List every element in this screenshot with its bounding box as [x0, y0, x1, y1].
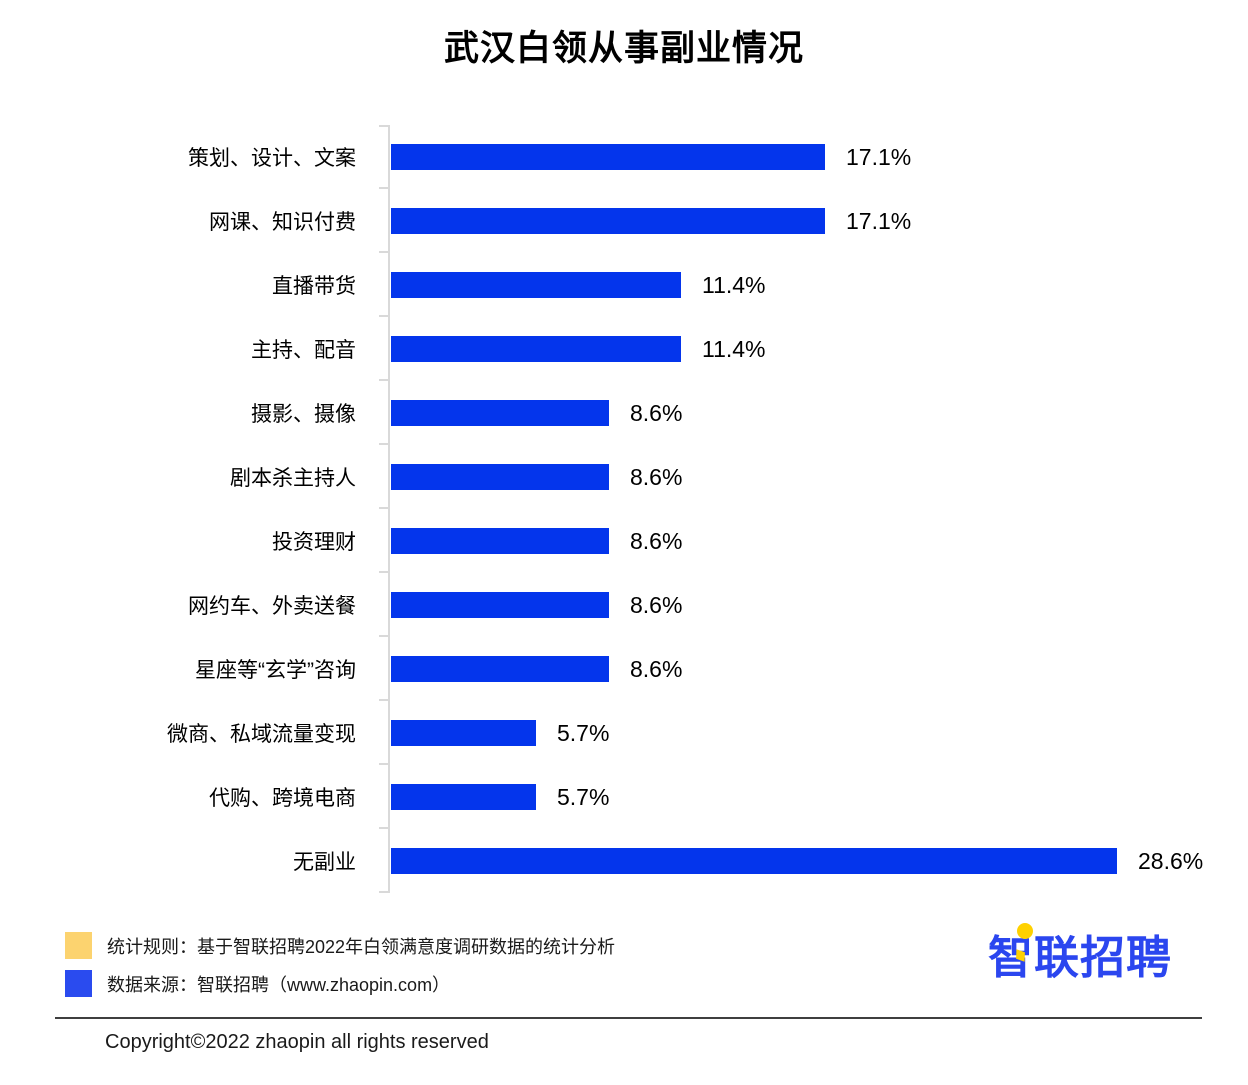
bar-chart: 策划、设计、文案 17.1% 网课、知识付费 17.1% 直播带货 11.4% 主持、配音 1…	[0, 125, 1248, 893]
bar	[391, 464, 609, 490]
value-label: 17.1%	[846, 143, 912, 170]
category-label: 摄影、摄像	[251, 403, 356, 426]
y-axis-line	[379, 125, 390, 893]
category-label: 主持、配音	[251, 339, 356, 362]
category-label: 微商、私域流量变现	[167, 723, 356, 746]
value-label: 5.7%	[557, 783, 610, 810]
category-label: 代购、跨境电商	[209, 787, 356, 810]
bar	[391, 848, 1117, 874]
value-label: 8.6%	[630, 527, 683, 554]
axis-tick	[379, 315, 388, 317]
legend: 统计规则：基于智联招聘2022年白领满意度调研数据的统计分析 数据来源：智联招聘（…	[65, 932, 615, 997]
value-label: 8.6%	[630, 655, 683, 682]
legend-label: 数据来源：智联招聘（www.zhaopin.com）	[107, 974, 451, 995]
axis-tick	[379, 699, 388, 701]
chart-row: 策划、设计、文案 17.1%	[0, 125, 1248, 189]
axis-tick	[379, 827, 388, 829]
chart-row: 投资理财 8.6%	[0, 509, 1248, 573]
axis-tick	[379, 635, 388, 637]
axis-tick	[379, 251, 388, 253]
value-label: 11.4%	[702, 335, 766, 362]
value-label: 28.6%	[1138, 847, 1204, 874]
chart-row: 微商、私域流量变现 5.7%	[0, 701, 1248, 765]
footer-divider	[55, 1017, 1202, 1019]
chart-row: 直播带货 11.4%	[0, 253, 1248, 317]
legend-item: 统计规则：基于智联招聘2022年白领满意度调研数据的统计分析	[65, 932, 615, 959]
bar	[391, 784, 536, 810]
value-label: 17.1%	[846, 207, 912, 234]
bar	[391, 400, 609, 426]
bar	[391, 208, 825, 234]
bar	[391, 528, 609, 554]
category-label: 直播带货	[272, 275, 356, 298]
value-label: 11.4%	[702, 271, 766, 298]
yellow-square-icon	[65, 932, 92, 959]
chart-row: 无副业 28.6%	[0, 829, 1248, 893]
chart-row: 剧本杀主持人 8.6%	[0, 445, 1248, 509]
category-label: 星座等“玄学”咨询	[195, 659, 356, 682]
axis-tick	[379, 443, 388, 445]
category-label: 剧本杀主持人	[230, 467, 356, 490]
legend-label: 统计规则：基于智联招聘2022年白领满意度调研数据的统计分析	[107, 936, 616, 957]
category-label: 策划、设计、文案	[188, 147, 356, 170]
axis-tick	[379, 571, 388, 573]
blue-square-icon	[65, 970, 92, 997]
chart-row: 摄影、摄像 8.6%	[0, 381, 1248, 445]
category-label: 无副业	[293, 851, 356, 874]
copyright-text: Copyright©2022 zhaopin all rights reserv…	[105, 1031, 489, 1053]
chart-row: 代购、跨境电商 5.7%	[0, 765, 1248, 829]
bar	[391, 144, 825, 170]
zhaopin-logo: 智联招聘	[988, 923, 1203, 988]
bar	[391, 720, 536, 746]
axis-tick	[379, 507, 388, 509]
chart-row: 主持、配音 11.4%	[0, 317, 1248, 381]
bar	[391, 592, 609, 618]
legend-item: 数据来源：智联招聘（www.zhaopin.com）	[65, 970, 615, 997]
bar	[391, 656, 609, 682]
category-label: 网约车、外卖送餐	[188, 595, 356, 618]
chart-title: 武汉白领从事副业情况	[443, 29, 804, 68]
axis-tick	[379, 125, 388, 127]
chart-rows: 策划、设计、文案 17.1% 网课、知识付费 17.1% 直播带货 11.4% 主持、配音 1…	[0, 125, 1248, 893]
axis-tick	[379, 763, 388, 765]
value-label: 8.6%	[630, 463, 683, 490]
axis-tick	[379, 187, 388, 189]
bar	[391, 336, 681, 362]
chart-row: 星座等“玄学”咨询 8.6%	[0, 637, 1248, 701]
bar	[391, 272, 681, 298]
axis-tick	[379, 891, 388, 893]
value-label: 8.6%	[630, 399, 683, 426]
logo-bubble-icon	[1017, 923, 1033, 939]
axis-tick	[379, 379, 388, 381]
chart-row: 网约车、外卖送餐 8.6%	[0, 573, 1248, 637]
category-label: 投资理财	[272, 531, 356, 554]
value-label: 8.6%	[630, 591, 683, 618]
category-label: 网课、知识付费	[209, 211, 356, 234]
chart-row: 网课、知识付费 17.1%	[0, 189, 1248, 253]
value-label: 5.7%	[557, 719, 610, 746]
